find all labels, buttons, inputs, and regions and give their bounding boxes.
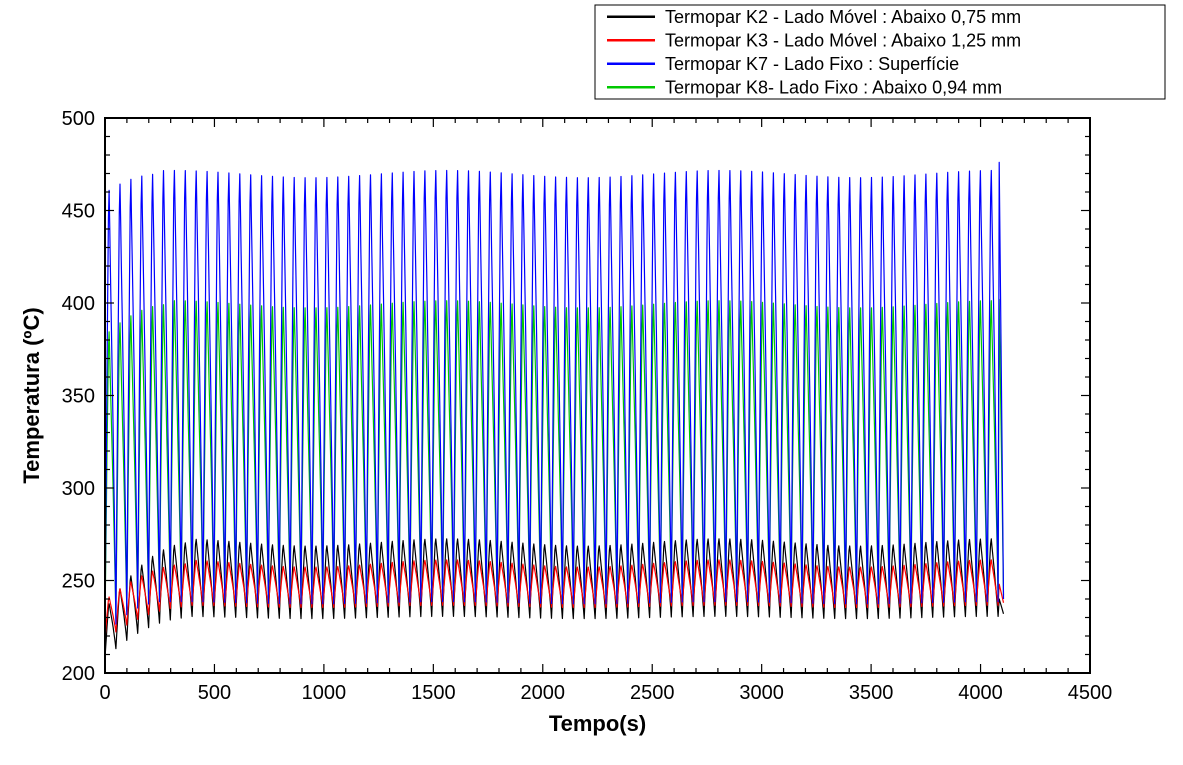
x-tick-label: 500 xyxy=(198,682,231,704)
x-tick-label: 0 xyxy=(99,682,110,704)
x-tick-label: 2500 xyxy=(630,682,675,704)
y-axis-label: Temperatura (ºC) xyxy=(19,307,44,483)
y-tick-label: 500 xyxy=(62,108,95,130)
y-tick-label: 450 xyxy=(62,201,95,223)
x-tick-label: 1500 xyxy=(411,682,456,704)
chart-container: 0 500 1000 1500 2000 2500 3000 3500 4000 4500 200 2… xyxy=(0,0,1183,765)
y-tick-label: 400 xyxy=(62,293,95,315)
x-tick-label: 3000 xyxy=(739,682,784,704)
x-tick-label: 1000 xyxy=(302,682,347,704)
x-tick-label: 4500 xyxy=(1068,682,1113,704)
legend: Termopar K2 - Lado Móvel : Abaixo 0,75 m… xyxy=(595,5,1165,99)
legend-label: Termopar K2 - Lado Móvel : Abaixo 0,75 m… xyxy=(665,7,1021,27)
y-tick-label: 300 xyxy=(62,478,95,500)
legend-label: Termopar K8- Lado Fixo : Abaixo 0,94 mm xyxy=(665,77,1002,97)
y-tick-label: 200 xyxy=(62,663,95,685)
x-tick-label: 4000 xyxy=(958,682,1003,704)
y-tick-label: 250 xyxy=(62,571,95,593)
y-tick-label: 350 xyxy=(62,386,95,408)
legend-label: Termopar K3 - Lado Móvel : Abaixo 1,25 m… xyxy=(665,30,1021,50)
temperature-time-chart: 0 500 1000 1500 2000 2500 3000 3500 4000 4500 200 2… xyxy=(0,0,1183,765)
x-tick-label: 2000 xyxy=(521,682,566,704)
x-axis-label: Tempo(s) xyxy=(549,711,646,736)
x-tick-label: 3500 xyxy=(849,682,894,704)
legend-label: Termopar K7 - Lado Fixo : Superfície xyxy=(665,54,959,74)
